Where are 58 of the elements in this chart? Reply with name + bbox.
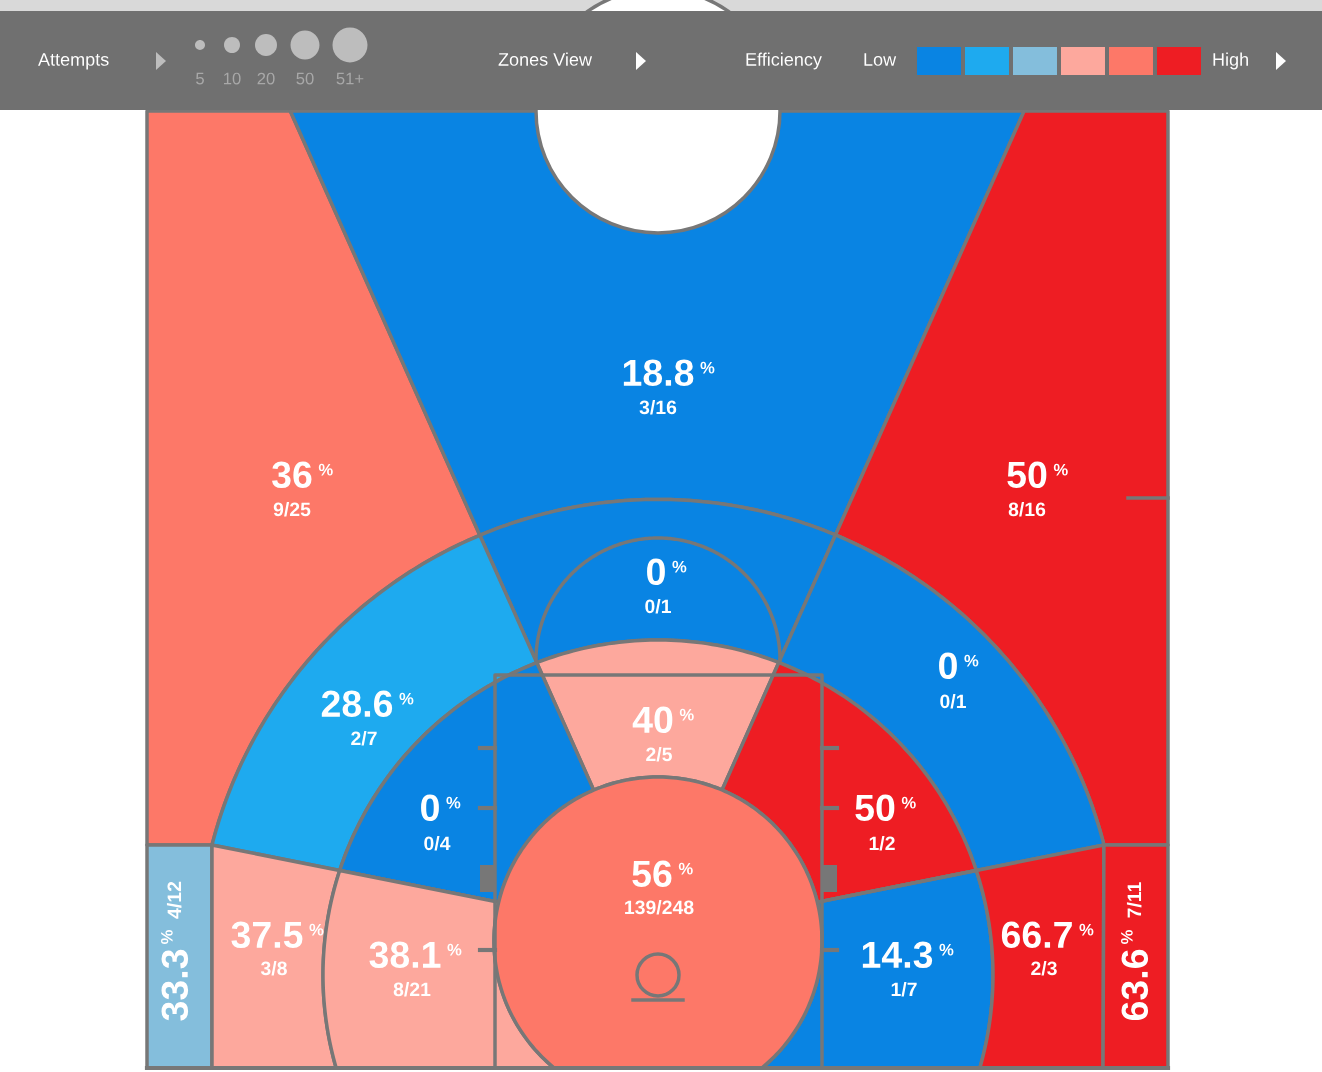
category-label: 2/5 — [646, 746, 672, 762]
category-label: 2/7 — [351, 730, 377, 746]
text: High — [1213, 52, 1248, 70]
data-label: 14.3 — [862, 941, 933, 969]
text: % — [672, 560, 687, 573]
data-label: 0 — [647, 558, 665, 586]
data-label: 63.6 — [1121, 949, 1149, 1021]
text: 51+ — [336, 72, 364, 85]
text: % — [1121, 929, 1133, 944]
data-label: 0 — [939, 652, 957, 680]
text: % — [964, 654, 979, 667]
category-label: 7/11 — [1126, 882, 1142, 918]
text: % — [318, 463, 333, 476]
data-label: 0 — [421, 794, 439, 822]
category-label: 3/16 — [639, 399, 677, 415]
category-label: 9/25 — [273, 501, 311, 517]
text: Efficiency — [746, 52, 822, 70]
text: % — [399, 692, 414, 705]
category-label: 1/7 — [891, 981, 917, 997]
text: % — [678, 862, 693, 875]
data-label: 37.5 — [231, 921, 303, 949]
data-label: 28.6 — [321, 690, 393, 718]
category-label: 8/21 — [393, 981, 431, 997]
text: 5 — [196, 72, 204, 85]
category-label: 0/4 — [424, 835, 451, 851]
category-label: 0/1 — [645, 598, 671, 614]
data-label: 40 — [632, 706, 673, 734]
data-label: 50 — [855, 794, 895, 822]
text: % — [1053, 463, 1068, 476]
text: % — [679, 708, 694, 721]
category-label: 8/16 — [1008, 501, 1046, 517]
data-label: 36 — [272, 461, 312, 489]
text: % — [700, 361, 715, 374]
text: 10 — [224, 72, 241, 85]
text: 20 — [257, 72, 275, 85]
data-label: 33.3 — [161, 949, 189, 1021]
category-label: 139/248 — [625, 899, 694, 915]
category-label: 1/2 — [869, 835, 895, 851]
data-label: 18.8 — [623, 359, 694, 387]
text: 50 — [296, 72, 314, 85]
data-label: 56 — [632, 860, 672, 888]
category-label: 4/12 — [166, 881, 182, 919]
text: % — [901, 796, 916, 809]
text: % — [309, 923, 324, 936]
text: % — [939, 943, 954, 956]
text: % — [447, 943, 462, 956]
text: % — [161, 929, 173, 944]
category-label: 3/8 — [260, 960, 287, 976]
category-label: 2/3 — [1031, 960, 1057, 976]
text: % — [446, 796, 461, 809]
text: % — [1079, 923, 1094, 936]
category-label: 0/1 — [940, 693, 966, 709]
data-label: 50 — [1007, 461, 1047, 489]
text: Zones View — [498, 52, 593, 66]
data-label: 38.1 — [369, 941, 441, 969]
text: Low — [864, 53, 897, 66]
text: Attempts — [38, 53, 109, 70]
data-label: 66.7 — [1001, 921, 1072, 949]
